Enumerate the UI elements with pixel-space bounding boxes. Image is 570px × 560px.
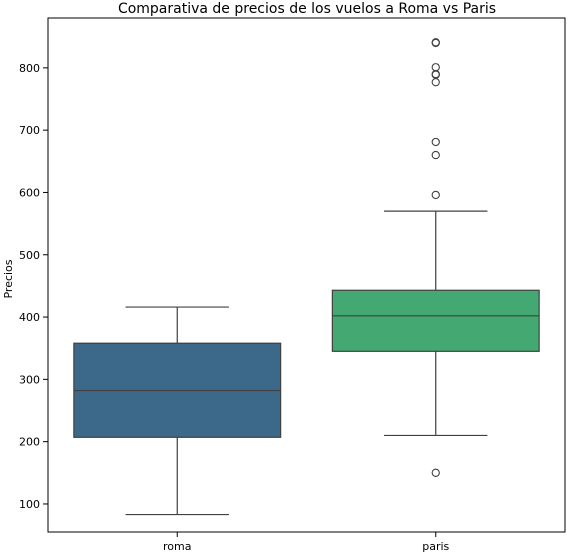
y-tick-label: 800 [19,62,40,75]
box-group-paris [331,38,540,477]
outlier-point [431,190,440,200]
outlier-point [431,78,440,87]
boxes-layer [73,38,540,516]
box-group-roma [73,306,282,516]
y-tick-label: 500 [19,249,40,262]
y-tick-label: 300 [19,373,40,386]
outlier-point [431,137,440,147]
x-tick-label: roma [163,540,191,553]
outlier-point [431,63,440,72]
y-tick-label: 700 [19,124,40,137]
y-tick-label: 200 [19,436,40,449]
plot-frame [47,17,566,533]
outlier-point [431,150,440,160]
outlier-point [431,468,440,477]
x-tick-label: paris [422,540,449,553]
y-axis-label: Precios [2,259,15,298]
x-axis: roma paris [163,532,450,553]
box-iqr [331,289,540,352]
chart-title: Comparativa de precios de los vuelos a R… [118,1,496,17]
outlier-point [431,38,440,47]
y-axis: 100 200 300 400 500 600 700 800 [19,62,48,511]
y-tick-label: 400 [19,311,40,324]
y-tick-label: 600 [19,186,40,199]
y-tick-label: 100 [19,498,40,511]
